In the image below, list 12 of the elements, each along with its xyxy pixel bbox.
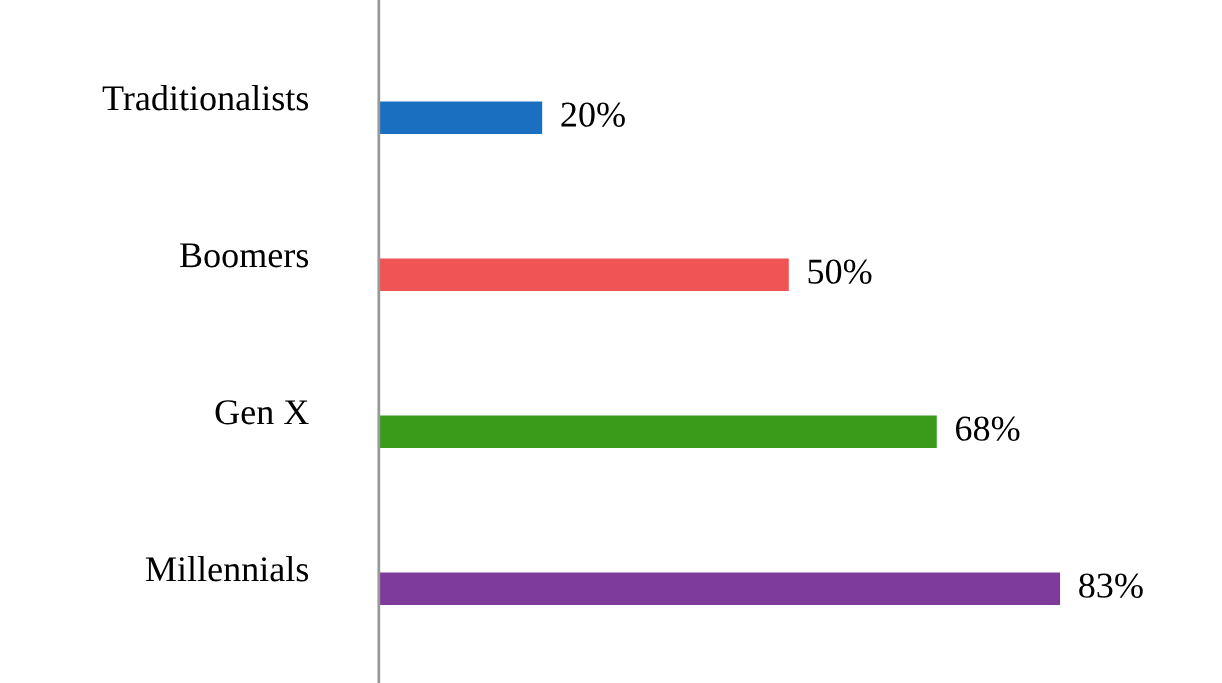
y-tick-label: Traditionalists xyxy=(102,85,309,111)
y-tick-label: Millennials xyxy=(145,556,309,582)
bar xyxy=(378,570,1063,608)
bar xyxy=(378,413,939,451)
data-label: 68% xyxy=(956,416,1020,441)
data-label: 83% xyxy=(1079,573,1143,598)
bar xyxy=(378,256,791,294)
y-tick-label: Boomers xyxy=(180,243,309,268)
y-tick-label: Gen X xyxy=(215,400,309,425)
data-label: 50% xyxy=(808,259,872,284)
bar xyxy=(378,99,545,137)
data-label: 20% xyxy=(561,102,625,127)
